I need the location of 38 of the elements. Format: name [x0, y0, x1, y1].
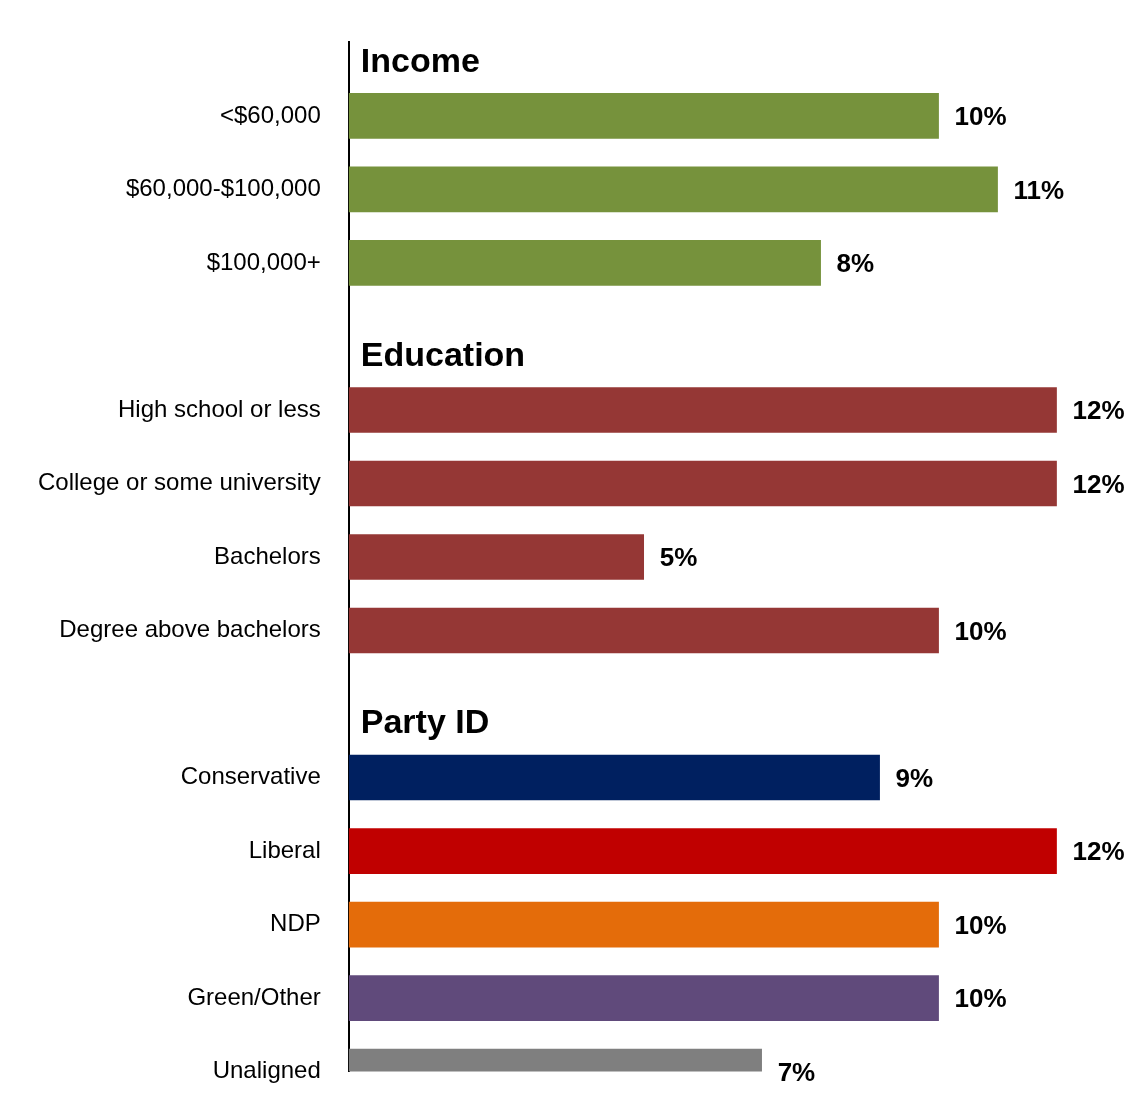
y-tick-label: $60,000-$100,000 — [125, 174, 321, 202]
annotation: Party ID — [360, 702, 490, 741]
data-label: 10% — [954, 615, 1007, 646]
data-label: 9% — [895, 762, 934, 793]
data-label: 5% — [659, 542, 698, 573]
y-tick-label: College or some university — [37, 468, 321, 496]
y-tick-label: $100,000+ — [206, 247, 321, 275]
bar — [348, 387, 1057, 433]
data-label: 12% — [1072, 836, 1125, 867]
bar — [348, 166, 998, 213]
y-tick-label: Degree above bachelors — [59, 615, 321, 643]
bar — [348, 607, 939, 654]
y-tick-label: Conservative — [180, 762, 321, 790]
bar — [348, 975, 939, 1021]
y-tick-label: High school or less — [118, 394, 321, 422]
data-label: 7% — [777, 1056, 816, 1087]
data-label: 10% — [954, 909, 1007, 940]
y-tick-label: Green/Other — [187, 982, 321, 1010]
y-tick-label: <$60,000 — [220, 100, 321, 128]
bar — [348, 240, 821, 286]
annotation: Education — [360, 334, 526, 373]
bar — [348, 901, 939, 948]
data-label: 12% — [1072, 395, 1125, 426]
y-tick-label: NDP — [270, 909, 321, 937]
bar — [348, 534, 645, 580]
bar — [348, 460, 1057, 507]
data-label: 10% — [954, 983, 1007, 1014]
y-tick-label: Bachelors — [214, 541, 321, 569]
data-label: 8% — [836, 248, 875, 279]
data-label: 10% — [954, 101, 1007, 132]
bar — [348, 93, 939, 139]
data-label: 12% — [1072, 468, 1125, 499]
annotation: Income — [360, 40, 480, 79]
bar — [348, 828, 1057, 874]
data-label: 11% — [1013, 174, 1065, 205]
y-tick-label: Unaligned — [212, 1056, 321, 1084]
bar — [348, 754, 880, 801]
y-tick-label: Liberal — [248, 835, 321, 863]
